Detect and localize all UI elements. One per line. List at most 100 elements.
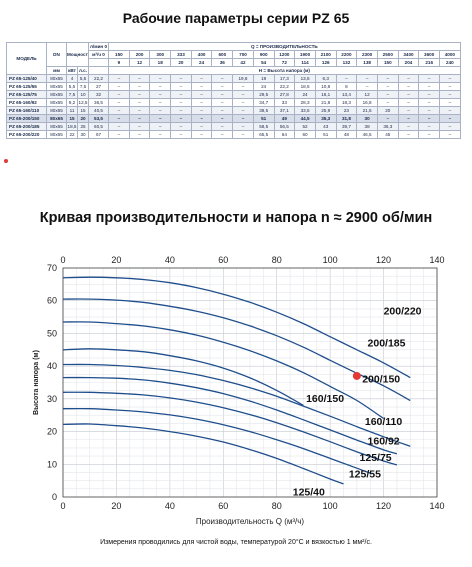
head-cell: –: [376, 98, 399, 107]
head-cell: –: [439, 122, 461, 131]
table-row: PZ 65-200/220 80x65 22 30 67– – – – – – –65,5 64 60 5…: [6, 130, 461, 139]
x-tick-label-bottom: 120: [376, 501, 391, 511]
head-cell: –: [170, 98, 192, 107]
y-tick-label: 40: [47, 361, 57, 371]
x-tick-label-bottom: 140: [429, 501, 444, 511]
head-cell: –: [149, 122, 172, 131]
head-cell: 51: [252, 114, 275, 123]
curve-label: 160/150: [306, 393, 344, 405]
kw-cell: 11: [66, 106, 78, 115]
head-cell: –: [190, 114, 213, 123]
q-m3h-value: 114: [294, 58, 316, 67]
model-cell: PZ 65-125/40: [6, 74, 47, 83]
kw-cell: 15: [66, 114, 78, 123]
curve-160-150: [62, 348, 304, 406]
unit-dn: мм: [46, 66, 67, 75]
head-cell: 53,5: [88, 114, 110, 123]
head-cell: 33: [273, 98, 296, 107]
head-cell: –: [149, 82, 172, 91]
head-cell: 25,9: [314, 106, 337, 115]
head-cell: –: [108, 114, 130, 123]
head-cell: 16,8: [356, 98, 378, 107]
head-cell: 39,7: [335, 122, 358, 131]
y-tick-label: 50: [47, 328, 57, 338]
head-cell: –: [397, 114, 420, 123]
q-lmin-value: 2500: [376, 50, 399, 59]
head-cell: –: [108, 82, 130, 91]
head-cell: –: [190, 82, 213, 91]
hp-cell: 15: [76, 106, 90, 115]
head-cell: 18,5: [294, 82, 316, 91]
head-cell: –: [190, 106, 213, 115]
head-cell: 46,5: [356, 130, 378, 139]
q-m3h-value: 138: [356, 58, 378, 67]
hp-cell: 20: [76, 114, 90, 123]
q-lmin-value: 700: [232, 50, 254, 59]
head-cell: 49: [273, 114, 296, 123]
blank-cell: [88, 58, 110, 67]
kw-cell: 5,5: [66, 82, 78, 91]
head-cell: –: [149, 106, 172, 115]
head-cell: 35,3: [314, 114, 337, 123]
head-cell: 13,4: [335, 90, 358, 99]
head-cell: –: [439, 82, 461, 91]
curve-label: 160/110: [365, 416, 403, 428]
col-header-dn: DN: [46, 42, 67, 67]
head-cell: –: [439, 106, 461, 115]
table-row: PZ 65-200/185 80x65 18,5 25 60,5– – – – – – –58,5 5…: [6, 122, 461, 131]
curve-125-40: [62, 423, 344, 485]
x-axis-label: Производительность Q (м³/ч): [196, 517, 305, 526]
head-cell: –: [418, 130, 441, 139]
model-cell: PZ 65-200/185: [6, 122, 47, 131]
head-cell: 45: [376, 130, 399, 139]
head-cell: –: [149, 90, 172, 99]
unit-kw: кВт: [66, 66, 78, 75]
head-cell: –: [211, 114, 234, 123]
head-cell: 6,3: [314, 74, 337, 83]
q-m3h-value: 150: [376, 58, 399, 67]
q-lmin-value: 1900: [294, 50, 316, 59]
q-lmin-value: 200: [128, 50, 151, 59]
head-cell: –: [128, 98, 151, 107]
dn-cell: 80x65: [46, 98, 67, 107]
head-cell: 60: [294, 130, 316, 139]
head-cell: –: [397, 74, 420, 83]
q-m3h-value: 132: [335, 58, 358, 67]
x-tick-label-top: 60: [218, 255, 228, 265]
kw-cell: 7,5: [66, 90, 78, 99]
head-cell: 24: [294, 90, 316, 99]
head-cell: –: [376, 114, 399, 123]
hp-cell: 5,5: [76, 74, 90, 83]
head-cell: –: [170, 114, 192, 123]
head-cell: –: [108, 98, 130, 107]
operating-point-marker: [352, 371, 361, 380]
head-cell: –: [418, 74, 441, 83]
q-m3h-value: 18: [149, 58, 172, 67]
head-cell: 36,5: [88, 98, 110, 107]
head-cell: –: [418, 114, 441, 123]
dn-cell: 80x65: [46, 82, 67, 91]
dn-cell: 80x65: [46, 122, 67, 131]
y-tick-label: 20: [47, 427, 57, 437]
head-cell: –: [128, 114, 151, 123]
head-cell: –: [190, 74, 213, 83]
dn-cell: 80x65: [46, 90, 67, 99]
head-cell: 23: [335, 106, 358, 115]
head-cell: 48: [335, 130, 358, 139]
head-cell: –: [211, 90, 234, 99]
col-header-power: Мощность: [65, 42, 90, 67]
head-cell: –: [376, 90, 399, 99]
head-cell: 29,5: [252, 90, 275, 99]
head-cell: –: [211, 82, 234, 91]
head-cell: 56,5: [273, 122, 296, 131]
q-lmin-value: 300: [149, 50, 172, 59]
model-cell: PZ 65-200/220: [6, 130, 47, 139]
curve-label: 125/55: [349, 468, 381, 480]
head-cell: 44,5: [294, 114, 316, 123]
head-cell: 38: [356, 122, 378, 131]
y-tick-label: 70: [47, 263, 57, 273]
head-cell: 18,3: [335, 98, 358, 107]
q-lmin-value: 2200: [335, 50, 358, 59]
curve-label: 200/185: [368, 338, 406, 350]
head-cell: –: [108, 74, 130, 83]
